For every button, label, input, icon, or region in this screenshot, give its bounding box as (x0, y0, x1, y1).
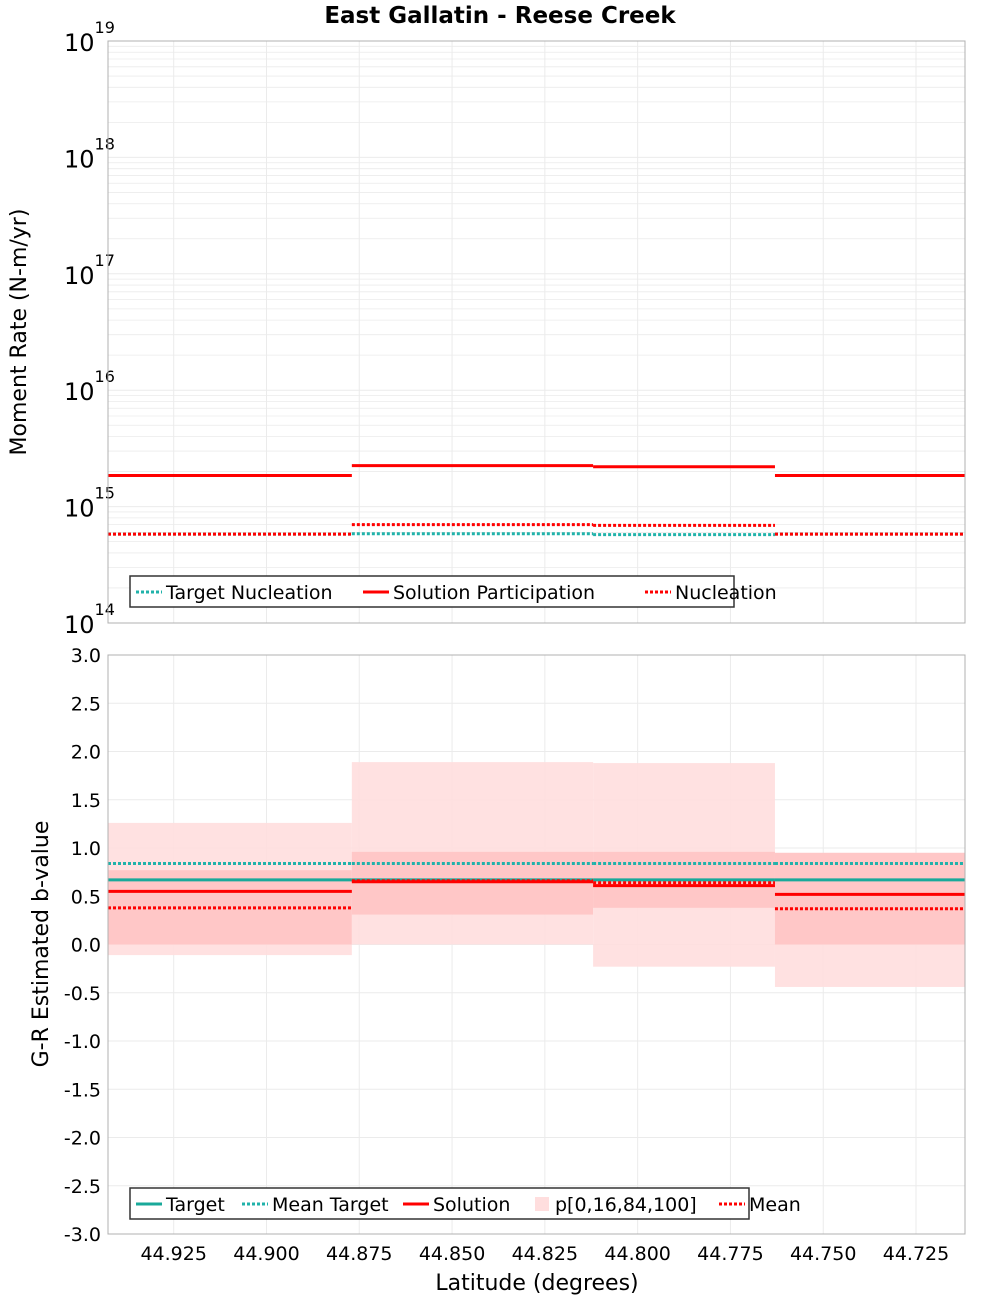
moment-ylabel: Moment Rate (N-m/yr) (7, 209, 32, 456)
x-tick-label: 44.725 (883, 1243, 949, 1265)
moment-y-tick-label: 1018 (64, 134, 115, 173)
bvalue-y-tick-label: -1.5 (64, 1079, 101, 1101)
x-tick-label: 44.875 (326, 1243, 392, 1265)
band-inner (774, 852, 965, 945)
x-tick-label: 44.800 (604, 1243, 670, 1265)
moment-y-tick-label: 1015 (64, 484, 115, 523)
chart-title: East Gallatin - Reese Creek (324, 3, 676, 29)
x-tick-label: 44.825 (512, 1243, 578, 1265)
legend-label: Target (165, 1194, 225, 1216)
bvalue-plot-frame (107, 654, 966, 1235)
bvalue-y-tick-label: -2.5 (64, 1176, 101, 1198)
legend-label: Nucleation (675, 582, 777, 604)
legend-label: Mean (749, 1194, 801, 1216)
bvalue-ylabel: G-R Estimated b-value (29, 821, 54, 1068)
moment-y-tick-label: 1014 (64, 600, 115, 639)
moment-y-tick-label: 1017 (64, 251, 115, 290)
moment-plot-frame (107, 40, 966, 624)
bvalue-y-tick-label: 1.5 (71, 790, 101, 812)
x-tick-label: 44.850 (419, 1243, 485, 1265)
x-tick-label: 44.900 (233, 1243, 299, 1265)
bvalue-y-tick-label: 1.0 (71, 838, 101, 860)
x-tick-label: 44.750 (790, 1243, 856, 1265)
bvalue-y-tick-label: -2.0 (64, 1128, 101, 1150)
moment-legend-box (129, 575, 735, 608)
x-axis-label: Latitude (degrees) (435, 1271, 638, 1296)
moment-y-tick-label: 1019 (64, 18, 115, 57)
legend-label: Target Nucleation (165, 582, 333, 604)
moment-legend: Target Nucleation Solution Participation N… (129, 575, 777, 608)
bvalue-y-tick-label: 2.0 (71, 742, 101, 764)
bvalue-y-tick-label: -3.0 (64, 1224, 101, 1246)
bvalue-y-tick-label: -0.5 (64, 983, 101, 1005)
moment-y-tick-label: 1016 (64, 367, 115, 406)
bvalue-y-tick-label: 0.5 (71, 886, 101, 908)
b-value-panel: G-R Estimated b-value -3.0 -2.5 -2.0 -1.5 -1… (29, 645, 966, 1265)
bvalue-legend-box (129, 1187, 750, 1220)
moment-plot-area (108, 41, 965, 623)
legend-label: Solution (433, 1194, 510, 1216)
legend-swatch (535, 1197, 549, 1211)
bvalue-y-tick-label: 2.5 (71, 693, 101, 715)
x-tick-label: 44.775 (697, 1243, 763, 1265)
bvalue-legend: Target Mean Target Solution p[0,16,84,100] M… (129, 1187, 801, 1220)
legend-label: p[0,16,84,100] (555, 1194, 697, 1216)
x-tick-label: 44.925 (140, 1243, 206, 1265)
legend-label: Mean Target (272, 1194, 389, 1216)
bvalue-y-tick-label: 3.0 (71, 645, 101, 667)
legend-label: Solution Participation (393, 582, 595, 604)
bvalue-y-tick-label: -1.0 (64, 1031, 101, 1053)
bvalue-y-tick-label: 0.0 (71, 935, 101, 957)
moment-rate-panel: Moment Rate (N-m/yr) 1014 1015 1016 1017 101… (7, 18, 966, 639)
